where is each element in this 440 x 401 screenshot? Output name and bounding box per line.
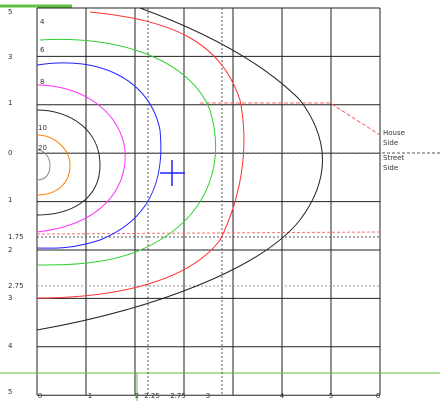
- x-tick-label: 2: [135, 392, 139, 400]
- y-tick-label: 4: [8, 342, 13, 350]
- side-label: Side: [383, 164, 398, 172]
- y-tick-label: 3: [8, 53, 12, 61]
- center-cross: [160, 160, 185, 186]
- side-label: Street: [383, 154, 405, 162]
- side-label: Side: [383, 139, 398, 147]
- y-tick-label: 5: [8, 8, 12, 16]
- x-tick-label: 0: [38, 392, 42, 400]
- x-tick-label: 2.75: [170, 392, 186, 400]
- contour-line: [36, 84, 126, 233]
- contour-line: [36, 62, 162, 249]
- x-tick-label: 3: [206, 392, 210, 400]
- contour-label: 10: [38, 124, 47, 132]
- y-tick-label: 1: [8, 196, 12, 204]
- contour-outer: [36, 7, 323, 331]
- y-tick-label: 2.75: [8, 282, 24, 290]
- x-tick-label: 6: [376, 392, 381, 400]
- x-tick-label: 2.25: [144, 392, 160, 400]
- contour-center: [36, 149, 51, 181]
- contour-line: [36, 134, 71, 196]
- contour-label: 6: [40, 46, 45, 54]
- y-tick-label: 1: [8, 99, 12, 107]
- contour-label: 8: [40, 78, 44, 86]
- y-tick-label: 2: [8, 246, 12, 254]
- side-label: House: [383, 129, 405, 137]
- dashed-line: [200, 102, 381, 136]
- x-tick-label: 4: [280, 392, 285, 400]
- contour-inner: [36, 109, 101, 216]
- contour-line: [36, 11, 245, 299]
- y-tick-label: 5: [8, 388, 12, 396]
- contour-label: 4: [40, 18, 45, 26]
- contours: 4 6 8 10 20: [36, 11, 245, 299]
- contour-label: 20: [38, 144, 47, 152]
- x-tick-label: 5: [329, 392, 333, 400]
- y-tick-label: 1.75: [8, 233, 24, 241]
- contour-line: [36, 38, 217, 266]
- x-tick-label: 1: [88, 392, 92, 400]
- y-tick-label: 3: [8, 294, 12, 302]
- dashed-line: [36, 231, 381, 235]
- y-tick-label: 0: [8, 149, 12, 157]
